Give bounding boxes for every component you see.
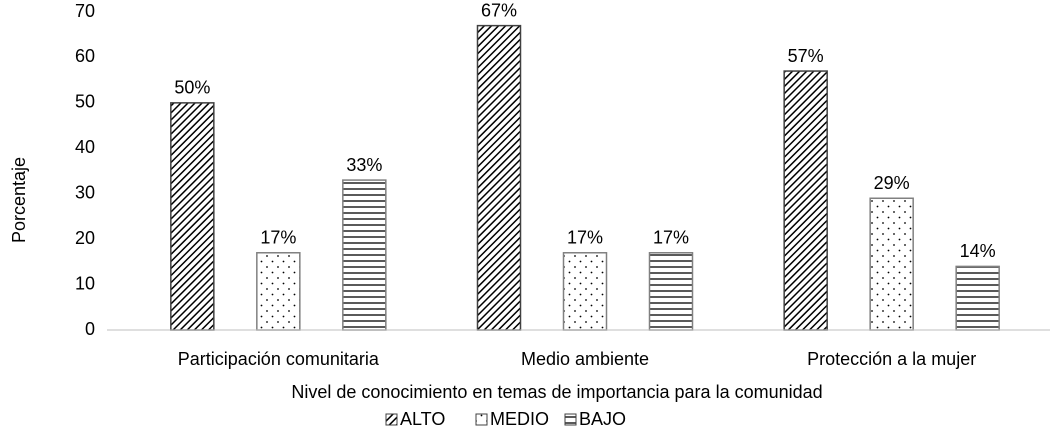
- data-label: 17%: [260, 228, 296, 248]
- data-label: 67%: [481, 0, 517, 20]
- data-label: 50%: [174, 78, 210, 98]
- x-tick-label: Protección a la mujer: [807, 349, 976, 369]
- bar: [170, 102, 215, 331]
- bar: [476, 24, 522, 331]
- y-tick-label: 20: [75, 228, 95, 248]
- legend-label: BAJO: [579, 409, 626, 429]
- data-label: 33%: [346, 155, 382, 175]
- legend-label: ALTO: [400, 409, 445, 429]
- x-axis-title: Nivel de conocimiento en temas de import…: [291, 382, 822, 402]
- y-tick-label: 40: [75, 137, 95, 157]
- legend-swatch: [385, 413, 398, 426]
- data-label: 29%: [874, 173, 910, 193]
- data-label: 57%: [788, 46, 824, 66]
- y-tick-label: 70: [75, 1, 95, 21]
- bar: [648, 252, 694, 331]
- bar: [955, 265, 1000, 331]
- bar: [562, 252, 608, 331]
- bar: [869, 197, 914, 331]
- y-tick-label: 60: [75, 46, 95, 66]
- bar: [256, 252, 301, 331]
- y-tick-label: 30: [75, 182, 95, 202]
- y-tick-label: 0: [85, 319, 95, 339]
- y-tick-label: 50: [75, 92, 95, 112]
- data-label: 17%: [567, 228, 603, 248]
- legend-swatch: [475, 413, 488, 426]
- legend-label: MEDIO: [490, 409, 549, 429]
- bar: [342, 179, 387, 331]
- data-label: 17%: [653, 228, 689, 248]
- y-axis-title: Porcentaje: [9, 157, 29, 243]
- x-tick-label: Participación comunitaria: [178, 349, 380, 369]
- x-tick-label: Medio ambiente: [521, 349, 649, 369]
- legend-swatch: [564, 413, 577, 426]
- bar: [783, 70, 828, 331]
- y-tick-label: 10: [75, 273, 95, 293]
- data-label: 14%: [960, 241, 996, 261]
